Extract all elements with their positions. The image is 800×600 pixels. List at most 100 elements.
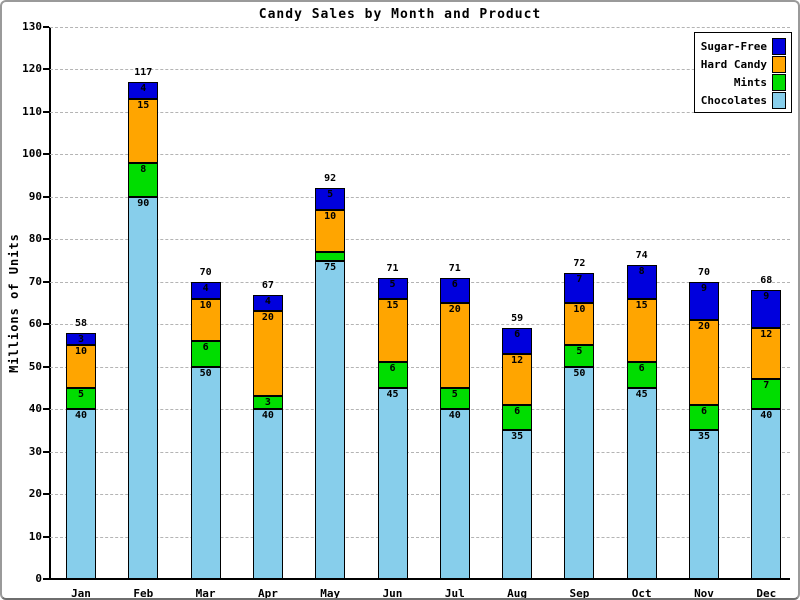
bar-total-label-may: 92 [324,173,337,185]
bar-segment-mints-aug: 6 [502,404,533,431]
y-tick-0 [43,578,49,580]
segment-value-label: 50 [573,367,586,379]
bar-segment-chocolates-jan: 40 [66,409,96,579]
bar-segment-hard-candy-sep: 10 [564,303,595,346]
gridline-y20 [50,494,790,496]
gridline-y10 [50,536,790,538]
bar-segment-mints-oct: 6 [626,362,657,388]
segment-value-label: 35 [511,431,524,443]
y-tick-label-130: 130 [22,20,42,33]
gridline-y90 [50,196,790,198]
bar-segment-sugar-free-may: 5 [315,188,346,210]
gridline-y110 [50,111,790,113]
segment-value-label: 7 [763,380,770,392]
segment-value-label: 35 [697,431,711,443]
bar-segment-chocolates-aug: 35 [502,430,533,579]
y-tick-80 [43,238,49,241]
bar-segment-chocolates-apr: 40 [252,409,283,579]
bar-segment-hard-candy-may: 10 [315,209,346,253]
y-tick-label-10: 10 [28,529,42,543]
bar-total-label-nov: 70 [697,266,711,278]
bar-segment-chocolates-mar: 50 [190,366,221,579]
segment-value-label: 40 [74,410,88,422]
segment-value-label: 8 [140,163,147,175]
bar-segment-mints-feb: 8 [128,162,159,197]
bar-segment-chocolates-jul: 40 [439,409,470,579]
x-tick-label-aug: Aug [507,587,528,600]
y-tick-label-70: 70 [28,274,42,288]
y-tick-70 [43,280,49,283]
segment-value-label: 4 [264,295,271,307]
bar-total-label-sep: 72 [573,258,586,270]
gridline-y60 [50,324,790,326]
gridline-y100 [50,154,790,156]
segment-value-label: 75 [324,261,337,273]
y-tick-label-0: 0 [35,572,42,585]
y-tick-label-110: 110 [22,104,42,118]
x-tick-label-sep: Sep [569,587,590,600]
chart-title: Candy Sales by Month and Product [258,7,542,22]
legend-item-mints: Mints [695,73,791,91]
y-tick-label-50: 50 [28,359,42,373]
gridline-y80 [50,239,790,241]
segment-value-label: 5 [576,346,583,358]
bar-total-label-jan: 58 [74,317,88,329]
x-axis-line [49,578,790,580]
bar-segment-hard-candy-jun: 15 [377,298,408,363]
x-tick-label-oct: Oct [631,587,652,600]
bar-segment-mints-jul: 5 [439,387,470,410]
bar-segment-sugar-free-nov: 9 [689,281,719,320]
segment-value-label: 50 [199,367,212,379]
y-tick-10 [43,535,49,538]
segment-value-label: 10 [573,304,586,315]
bar-total-label-aug: 59 [511,313,524,325]
segment-value-label: 6 [389,363,396,375]
bar-segment-sugar-free-jun: 5 [377,277,408,299]
gridline-y40 [50,409,790,411]
bar-segment-chocolates-dec: 40 [751,409,782,579]
bar-total-label-jul: 71 [448,262,461,274]
segment-value-label: 40 [760,410,773,422]
x-tick-label-jul: Jul [444,587,465,600]
legend-label: Chocolates [700,93,767,107]
legend: Sugar-Free Hard Candy Mints Chocolates [694,32,792,113]
y-tick-label-30: 30 [28,444,42,458]
bar-segment-hard-candy-feb: 15 [128,99,159,163]
segment-value-label: 6 [514,329,521,341]
bar-segment-chocolates-sep: 50 [564,366,595,579]
segment-value-label: 5 [327,189,334,201]
bar-segment-sugar-free-jan: 3 [66,332,96,346]
segment-value-label: 6 [638,363,645,375]
bar-segment-chocolates-oct: 45 [626,387,657,579]
segment-value-label: 20 [261,312,274,324]
x-tick-label-dec: Dec [756,587,777,600]
y-tick-40 [43,408,49,411]
segment-value-label: 4 [140,83,147,95]
segment-value-label: 7 [576,274,583,286]
legend-swatch-icon [772,91,786,109]
bar-segment-chocolates-may: 75 [315,260,346,579]
x-tick-label-feb: Feb [133,587,154,600]
segment-value-label: 6 [451,278,458,290]
y-tick-120 [43,68,49,71]
segment-value-label: 45 [635,388,648,400]
legend-swatch-icon [772,73,786,91]
segment-value-label: 10 [199,299,212,311]
bar-segment-mints-apr: 3 [252,396,283,410]
bar-segment-mints-jun: 6 [377,362,408,388]
y-tick-50 [43,365,49,368]
bar-segment-mints-dec: 7 [751,379,782,410]
segment-value-label: 3 [77,333,85,345]
bar-segment-hard-candy-jan: 10 [66,345,96,388]
segment-value-label: 8 [638,265,645,277]
segment-value-label: 6 [514,405,521,417]
y-tick-label-20: 20 [28,487,42,501]
gridline-y30 [50,451,790,453]
bar-segment-hard-candy-jul: 20 [439,303,470,388]
x-tick-label-jun: Jun [382,587,403,600]
segment-value-label: 12 [760,329,773,341]
legend-label: Sugar-Free [700,39,767,53]
segment-value-label: 20 [448,304,461,315]
bar-segment-sugar-free-jul: 6 [439,277,470,303]
